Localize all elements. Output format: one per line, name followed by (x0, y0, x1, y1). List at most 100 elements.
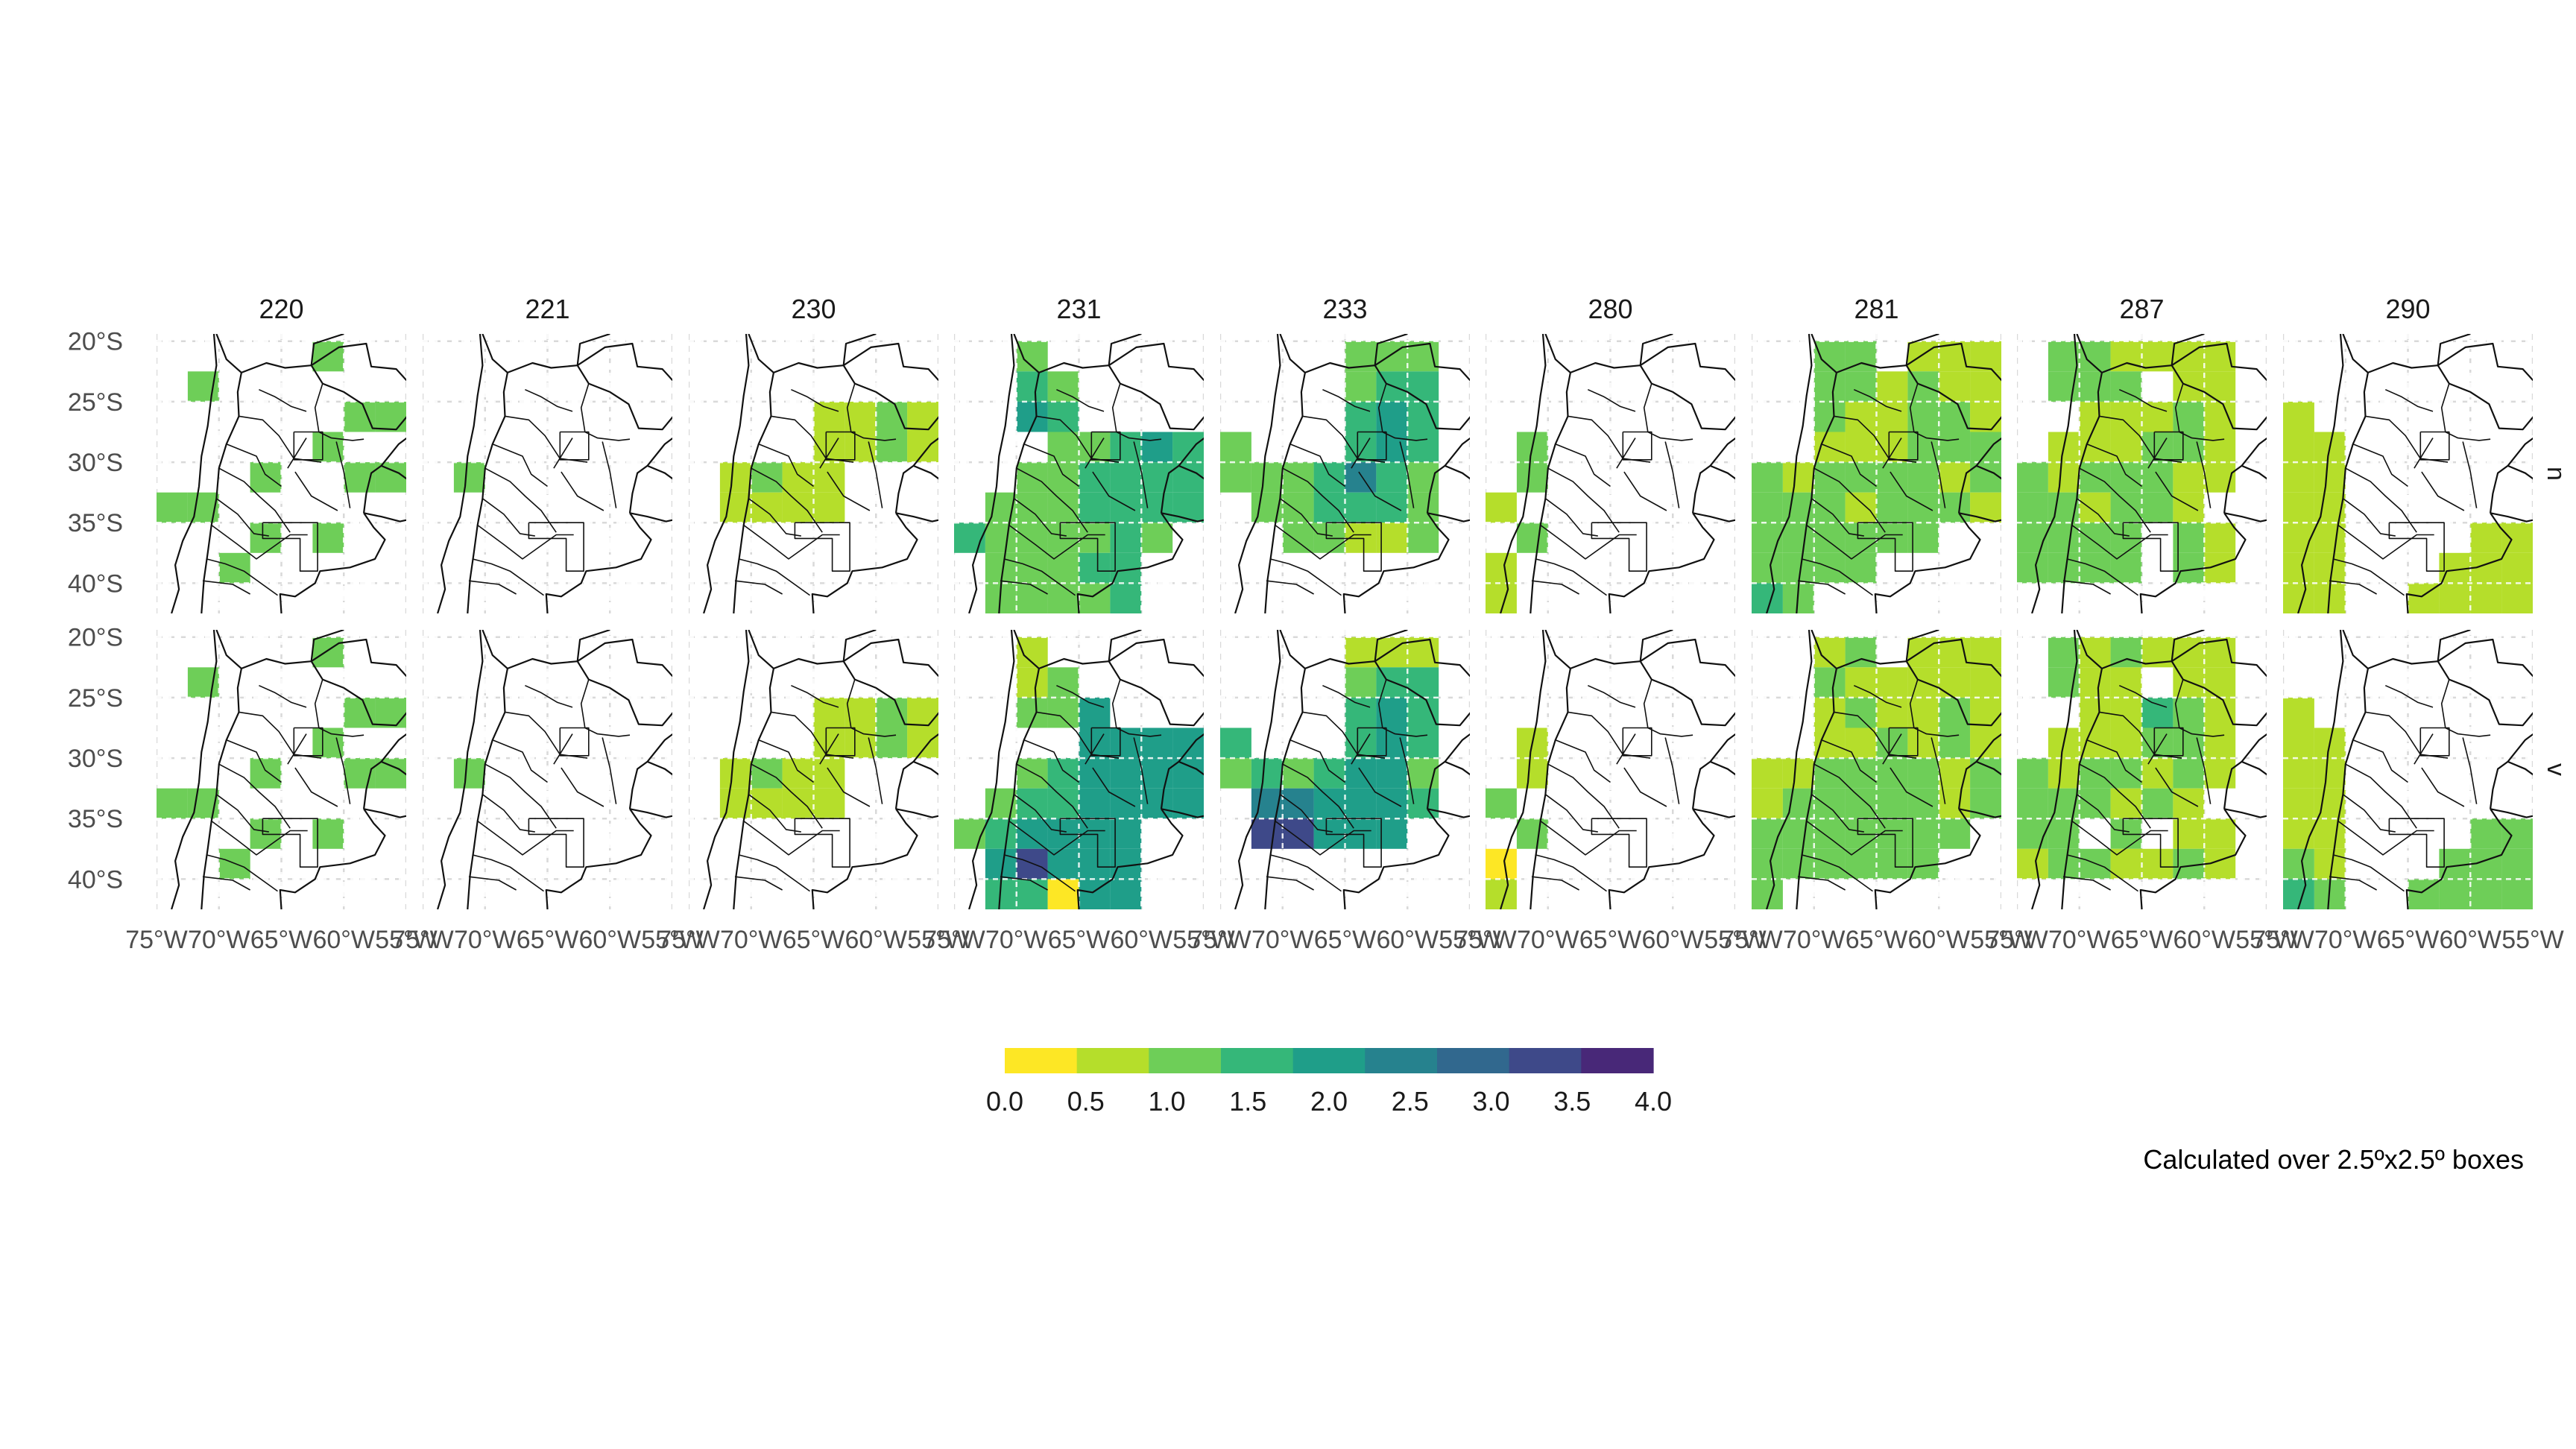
y-tick-label: 20°S (68, 624, 123, 652)
heat-cell (907, 727, 938, 759)
heat-cell (2141, 848, 2174, 880)
x-tick-label: 70°W (985, 926, 1048, 954)
heat-cell (1047, 523, 1079, 553)
province-border (1289, 443, 1345, 487)
heat-cell (719, 758, 751, 789)
country-border (1374, 364, 1470, 514)
heat-cell (1407, 523, 1439, 553)
province-border (2332, 558, 2405, 596)
map-panel (1486, 334, 1735, 613)
country-border (1374, 638, 1470, 678)
heat-cell (1047, 401, 1079, 432)
heat-cell (1110, 879, 1142, 909)
y-tick-label: 35°S (68, 509, 123, 537)
province-border (202, 580, 250, 595)
heat-cell (2173, 401, 2205, 432)
country-border (1342, 512, 1450, 613)
heat-cell (1016, 879, 1048, 909)
province-border (1540, 524, 1637, 560)
heat-cell (782, 492, 814, 523)
province-border (1000, 580, 1048, 595)
province-border (1555, 443, 1611, 487)
heat-cell (1939, 492, 1971, 523)
heat-cell (2110, 818, 2142, 849)
legend-swatch (1509, 1048, 1582, 1073)
heat-cell (1876, 371, 1908, 402)
heat-cell (782, 788, 814, 819)
country-border (1304, 334, 1408, 373)
province-border (2071, 524, 2168, 560)
heat-cell (1876, 401, 1908, 432)
country-border (1692, 760, 1735, 818)
province-border (259, 684, 307, 708)
heat-cell (1376, 492, 1408, 523)
heat-cell (2173, 341, 2205, 372)
heat-cell (2110, 371, 2142, 402)
heat-cell (1813, 667, 1846, 698)
province-border (2365, 415, 2449, 463)
heat-cell (1407, 697, 1439, 728)
country-border (1766, 630, 1813, 909)
province-border (1931, 737, 1946, 804)
heat-cell (1876, 697, 1908, 728)
heat-cell (2501, 848, 2533, 880)
heat-cell (2110, 758, 2142, 789)
province-border (1266, 876, 1314, 891)
country-border (311, 638, 406, 678)
heat-cell (954, 818, 985, 849)
country-border (279, 512, 386, 613)
heat-cell (1251, 818, 1283, 849)
heat-cell (813, 697, 845, 728)
province-border (825, 431, 856, 461)
heat-cell (1141, 788, 1173, 819)
province-border (1857, 522, 1913, 572)
heat-cell (1970, 492, 2001, 523)
province-border (468, 580, 517, 595)
country-border (2139, 512, 2247, 613)
heat-cell (1876, 492, 1908, 523)
province-border (1643, 383, 1693, 441)
x-tick-label: 65°W (783, 926, 845, 954)
heat-cell (1486, 879, 1517, 909)
country-border (2061, 334, 2103, 613)
province-border (794, 522, 850, 572)
heat-cell (1313, 462, 1345, 493)
panel-title: 280 (1588, 294, 1632, 324)
country-border (1108, 638, 1204, 678)
heat-cell (1204, 493, 1235, 523)
map-panel (1220, 334, 1470, 613)
heat-cell (2204, 697, 2236, 728)
heat-cell (1970, 727, 2001, 759)
heat-cell (2017, 523, 2048, 553)
heat-cell (2001, 728, 2033, 759)
legend-tick-label: 3.0 (1472, 1086, 1509, 1117)
heat-cell (2048, 462, 2080, 493)
province-border (561, 471, 604, 511)
heat-cell (250, 462, 282, 493)
province-border (1931, 441, 1946, 508)
province-border (758, 739, 814, 783)
country-border (842, 364, 938, 514)
heat-cell (1345, 697, 1377, 728)
heat-cell (1282, 788, 1314, 819)
map-panel (1752, 334, 2001, 613)
x-tick-label: 55°W (375, 926, 438, 954)
heat-cell (1907, 462, 1939, 493)
province-border (2155, 471, 2199, 511)
heat-cell (2110, 667, 2142, 698)
country-border (629, 464, 672, 523)
province-border (1275, 820, 1371, 856)
heat-cell (2141, 462, 2174, 493)
heat-cell (1486, 492, 1517, 523)
province-border (2421, 767, 2465, 807)
province-border (1399, 737, 1415, 804)
province-border (2414, 438, 2434, 469)
heat-cell (2283, 848, 2314, 880)
country-border (2031, 630, 2078, 909)
province-border (472, 558, 544, 596)
heat-cell (1079, 492, 1111, 523)
heat-cell (2048, 818, 2080, 849)
heat-cell (2173, 758, 2205, 789)
province-border (484, 763, 557, 829)
province-border (2071, 820, 2168, 856)
